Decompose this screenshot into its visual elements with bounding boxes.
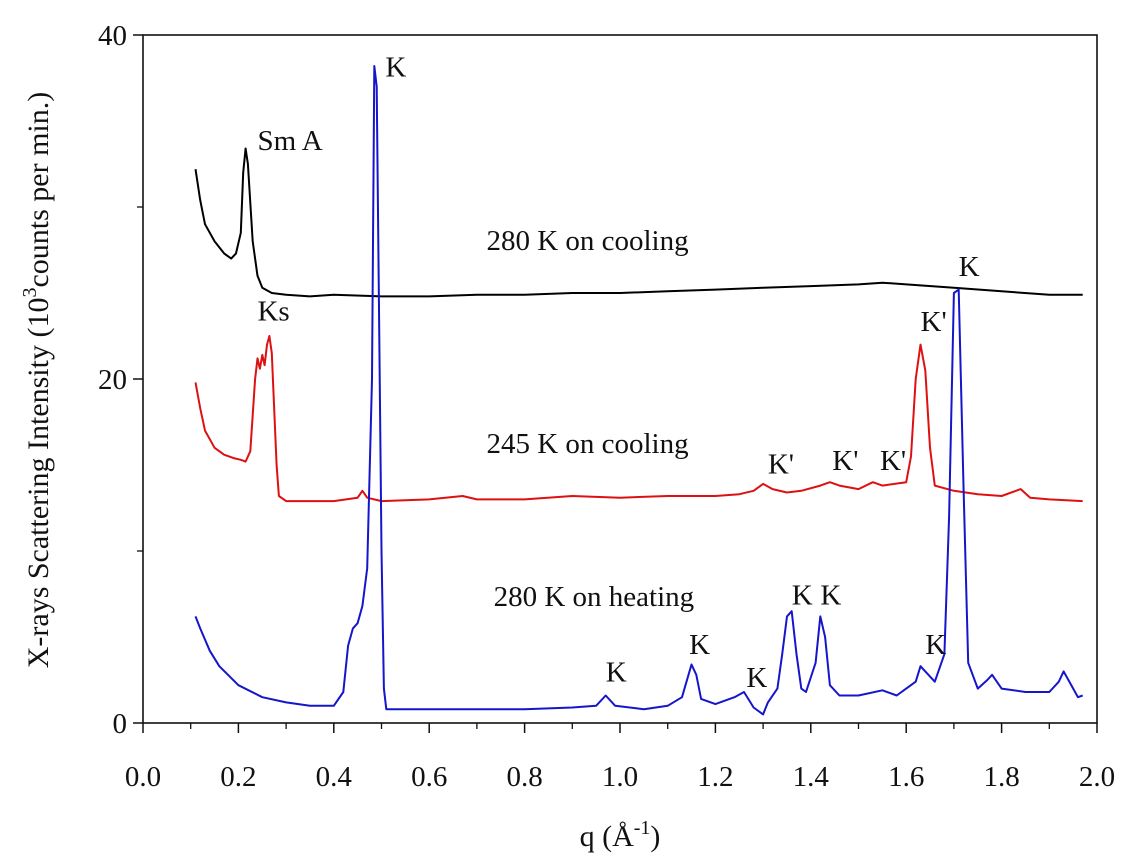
peak-annotation: K <box>385 51 406 83</box>
peak-annotation: K <box>746 662 767 694</box>
x-tick-label: 0.4 <box>316 761 353 793</box>
peak-annotation: K <box>689 629 710 661</box>
x-tick-label: 0.6 <box>411 761 447 793</box>
peak-annotation: K' <box>880 445 906 477</box>
peak-annotation: 245 K on cooling <box>486 428 688 460</box>
axis-ticks <box>133 34 1098 733</box>
series-line <box>194 335 1083 503</box>
y-tick-label: 20 <box>98 364 127 396</box>
x-tick-label: 1.8 <box>983 761 1019 793</box>
peak-annotation: Sm A <box>257 125 322 157</box>
y-axis-label: X-rays Scattering Intensity (103counts p… <box>19 92 55 669</box>
x-axis-label-exponent: -1 <box>634 817 651 839</box>
peak-annotation: 280 K on cooling <box>486 225 688 257</box>
tick-labels: 0.0 0.2 0.4 0.6 0.8 1.0 1.2 1.4 1.6 1.8 2.0 0 20 40 <box>98 20 1115 793</box>
x-tick-label: 0.8 <box>506 761 542 793</box>
peak-annotation: K <box>925 629 946 661</box>
peak-annotation: K <box>959 251 980 283</box>
x-tick-label: 1.6 <box>888 761 924 793</box>
series-line <box>194 65 1084 716</box>
peak-annotation: K' <box>921 306 947 338</box>
series-layer <box>194 65 1084 716</box>
x-tick-label: 1.2 <box>697 761 733 793</box>
peak-annotation: K' <box>768 449 794 481</box>
x-tick-label: 1.4 <box>793 761 830 793</box>
x-tick-label: 0.2 <box>220 761 256 793</box>
peak-annotation: K' <box>832 445 858 477</box>
annotation-layer: K Sm A 280 K on cooling K Ks K' 245 K on cooli… <box>257 51 979 694</box>
peak-annotation: K <box>606 657 627 689</box>
x-tick-label: 0.0 <box>125 761 161 793</box>
peak-annotation: Ks <box>257 296 289 328</box>
y-axis-label-exponent: 3 <box>19 288 41 298</box>
x-tick-label: 2.0 <box>1079 761 1115 793</box>
y-tick-label: 40 <box>98 20 127 52</box>
x-axis-label: q (Å-1) <box>580 817 661 853</box>
y-tick-label: 0 <box>113 708 128 740</box>
series-line <box>194 147 1083 298</box>
peak-annotation: 280 K on heating <box>494 581 695 613</box>
x-tick-label: 1.0 <box>602 761 638 793</box>
peak-annotation: K <box>792 579 813 611</box>
peak-annotation: K <box>820 579 841 611</box>
